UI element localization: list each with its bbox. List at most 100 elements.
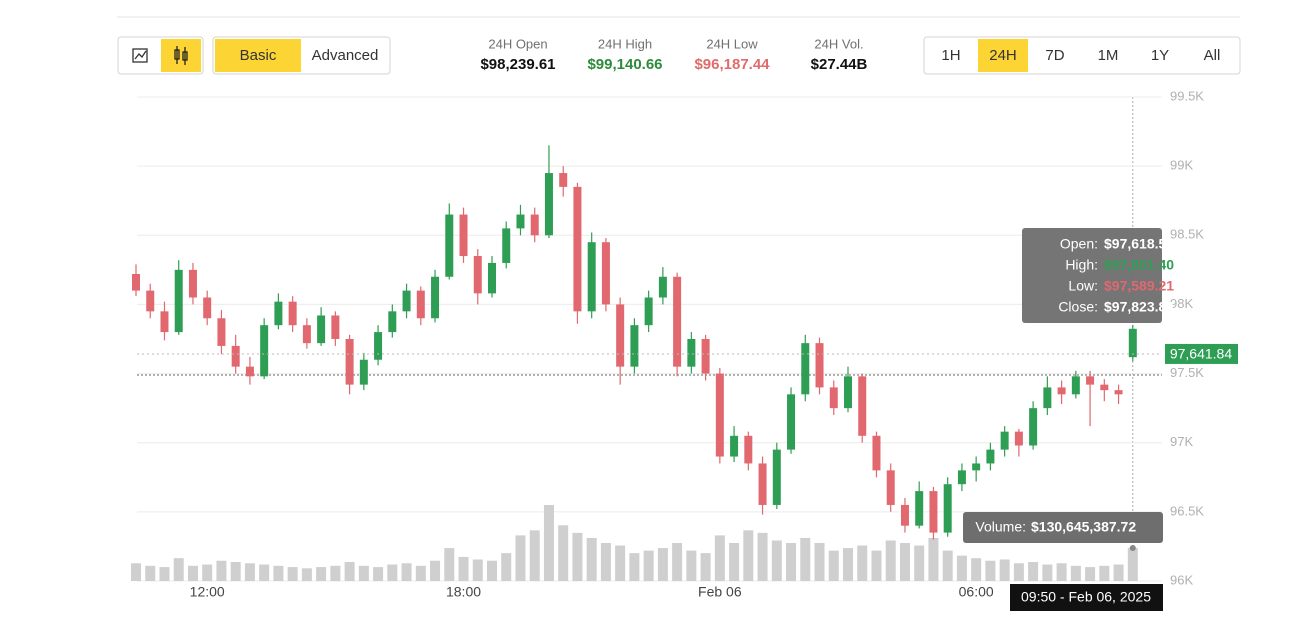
x-tick-label: 12:00 [190,584,225,600]
candle-body [900,504,909,526]
y-tick-label: 99K [1170,158,1193,173]
tooltip-key: Low: [1068,278,1098,294]
volume-bar [373,567,384,581]
volume-bar [686,550,697,581]
volume-bar [558,525,569,581]
stat-value: $98,239.61 [480,56,555,73]
candle-body [345,339,354,385]
volume-bar [586,537,597,581]
volume-bar [1042,564,1053,581]
volume-bar [871,550,882,581]
volume-bar [358,565,369,581]
timeframe-button[interactable]: All [1204,47,1221,64]
candle-body [1029,408,1038,446]
candle-body [559,173,568,187]
candle-body [829,387,838,409]
volume-bar [515,535,526,581]
candle-body [815,343,824,388]
volume-bar [244,563,255,581]
volume-bar [458,556,469,581]
volume-bar [857,545,868,581]
candle-body [658,276,667,298]
volume-bar [1099,565,1110,581]
tooltip-value: $130,645,387.72 [1031,519,1136,535]
volume-bar [843,548,853,581]
tooltip-key: Volume: [975,519,1026,535]
volume-bar [316,567,327,581]
stat-label: 24H Low [706,36,758,51]
stat-value: $96,187.44 [694,56,770,73]
volume-bar [301,568,312,581]
candle-body [986,449,995,464]
candle-body [188,269,197,298]
volume-bar [543,505,554,581]
basic-button[interactable] [215,39,301,72]
candle-body [260,325,269,377]
timeframe-button[interactable]: 24H [989,47,1017,64]
stat-value: $99,140.66 [587,56,662,73]
volume-bar [430,560,441,581]
candle-body [1100,384,1109,391]
stat-label: 24H Open [488,36,547,51]
basic-label: Basic [240,47,277,64]
candle-body [288,301,297,326]
timeframe-button[interactable]: 1H [941,47,960,64]
timeframe-active [978,39,1028,72]
volume-bar [615,545,626,581]
volume-bar [472,559,483,581]
volume-bar [572,532,583,581]
volume-bar [885,540,896,581]
y-tick-label: 96.5K [1170,503,1204,518]
volume-bar [600,543,611,581]
candle-body [772,449,781,505]
volume-bar [415,565,426,581]
volume-bar [1056,563,1067,581]
candle-body [1128,328,1137,358]
volume-bar [956,555,967,581]
candle-body [801,343,810,395]
candle-body [530,214,539,236]
volume-bar [714,535,725,581]
x-tick-label: Feb 06 [698,584,742,600]
volume-bar [202,564,213,581]
candle-body [673,276,682,367]
tooltip-key: Close: [1058,299,1098,315]
candle-body [872,435,881,471]
candle-body [374,332,383,360]
volume-bar [1070,565,1081,581]
volume-bar [1028,562,1039,581]
candle-body [701,339,710,374]
volume-bar [173,558,184,581]
candle-body [730,435,739,457]
candle-body [1057,387,1066,395]
y-tick-label: 99.5K [1170,88,1204,103]
volume-bar [401,563,412,581]
stat-label: 24H Vol. [814,36,863,51]
candle-chart-button[interactable] [161,39,201,72]
volume-bar [800,537,811,581]
timeframe-button[interactable]: 1Y [1151,47,1169,64]
candle-body [1114,390,1123,395]
candle-body [274,301,283,326]
volume-bar [273,565,284,581]
timeframe-button[interactable]: 1M [1098,47,1119,64]
volume-bar [914,545,925,581]
timeframe-button[interactable]: 7D [1045,47,1064,64]
candle-body [844,376,852,409]
x-tick-label: 06:00 [959,584,994,600]
line-chart-button[interactable] [120,39,160,72]
volume-bar [786,543,797,581]
candle-body [359,359,368,385]
candle-body [1014,431,1023,446]
advanced-button[interactable]: Advanced [312,47,379,64]
candle-body [473,256,482,294]
candle-body [402,290,411,312]
candle-body [431,276,440,319]
volume-bar [501,553,512,581]
volume-bar [216,560,227,581]
candle-body [1000,431,1009,450]
volume-bar [700,553,711,581]
volume-bar [757,532,768,581]
candle-body [1086,376,1095,385]
